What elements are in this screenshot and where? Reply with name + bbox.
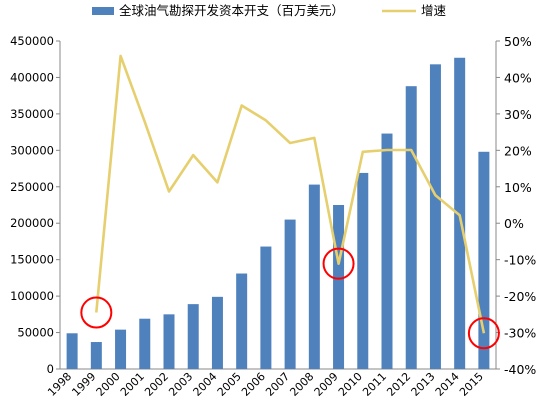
- x-tick-label: 2013: [409, 370, 438, 399]
- left-tick-label: 450000: [10, 34, 54, 48]
- left-tick-label: 150000: [10, 253, 54, 267]
- legend-label-line: 增速: [421, 3, 447, 18]
- legend-swatch-bar: [92, 7, 114, 15]
- x-tick-label: 2014: [433, 370, 462, 399]
- x-tick-label: 2009: [312, 370, 341, 399]
- bar: [139, 318, 151, 369]
- bar: [260, 246, 272, 369]
- bar: [163, 314, 175, 369]
- left-tick-label: 50000: [17, 326, 54, 340]
- legend-label-bar: 全球油气勘探开发资本开支（百万美元）: [119, 3, 344, 18]
- bar: [284, 219, 296, 369]
- x-tick-label: 2010: [336, 370, 365, 399]
- bar: [357, 172, 369, 369]
- bar: [187, 304, 199, 369]
- bar: [333, 205, 345, 369]
- x-tick-label: 2003: [166, 370, 195, 399]
- left-tick-label: 300000: [10, 143, 54, 157]
- x-tick-label: 2001: [118, 370, 147, 399]
- bar: [115, 329, 127, 369]
- right-tick-label: 50%: [504, 34, 532, 49]
- line-series: [95, 54, 486, 334]
- x-tick-label: 2000: [94, 370, 123, 399]
- x-tick-label: 2011: [360, 370, 389, 399]
- right-tick-label: -20%: [504, 289, 536, 304]
- x-tick-label: 2012: [384, 370, 413, 399]
- bar: [381, 133, 393, 369]
- bar: [454, 57, 466, 370]
- x-tick-label: 2015: [457, 370, 486, 399]
- left-tick-label: 100000: [10, 289, 54, 303]
- bar: [90, 342, 102, 369]
- bar: [429, 64, 441, 369]
- x-axis: 1998199920002001200220032004200520062007…: [45, 368, 496, 399]
- right-tick-label: -30%: [504, 326, 536, 341]
- x-tick-label: 2002: [142, 370, 171, 399]
- bar-series: [66, 57, 490, 370]
- left-tick-label: 0: [47, 362, 54, 376]
- right-tick-label: -10%: [504, 253, 536, 268]
- x-tick-label: 2006: [239, 370, 268, 399]
- right-tick-label: 10%: [504, 180, 532, 195]
- right-tick-label: -40%: [504, 362, 536, 377]
- x-tick-label: 2004: [191, 370, 220, 399]
- highlight-circle: [467, 317, 500, 350]
- bar: [405, 86, 417, 370]
- left-tick-label: 250000: [10, 180, 54, 194]
- x-tick-label: 2008: [287, 370, 316, 399]
- x-tick-label: 2007: [263, 370, 292, 399]
- bar: [308, 184, 320, 369]
- bar: [211, 296, 223, 369]
- left-tick-label: 350000: [10, 107, 54, 121]
- bar: [236, 273, 248, 369]
- right-tick-label: 0%: [504, 216, 524, 231]
- bar: [478, 151, 490, 369]
- left-axis: 0 50000 100000 150000 200000 250000 300000 3500…: [10, 34, 61, 376]
- right-tick-label: 40%: [504, 70, 532, 85]
- highlight-circle: [322, 247, 355, 280]
- x-tick-label: 1999: [69, 370, 98, 399]
- x-tick-label: 2005: [215, 370, 244, 399]
- left-tick-label: 400000: [10, 70, 54, 84]
- highlight-circles: [80, 247, 500, 350]
- legend: 全球油气勘探开发资本开支（百万美元） 增速: [92, 3, 447, 18]
- highlight-circle: [80, 296, 113, 329]
- bar: [66, 333, 78, 369]
- right-tick-label: 30%: [504, 107, 532, 122]
- right-tick-label: 20%: [504, 143, 532, 158]
- right-axis: -40% -30% -20% -10% 0% 10% 20% 30% 40% 50%: [495, 34, 536, 377]
- left-tick-label: 200000: [10, 216, 54, 230]
